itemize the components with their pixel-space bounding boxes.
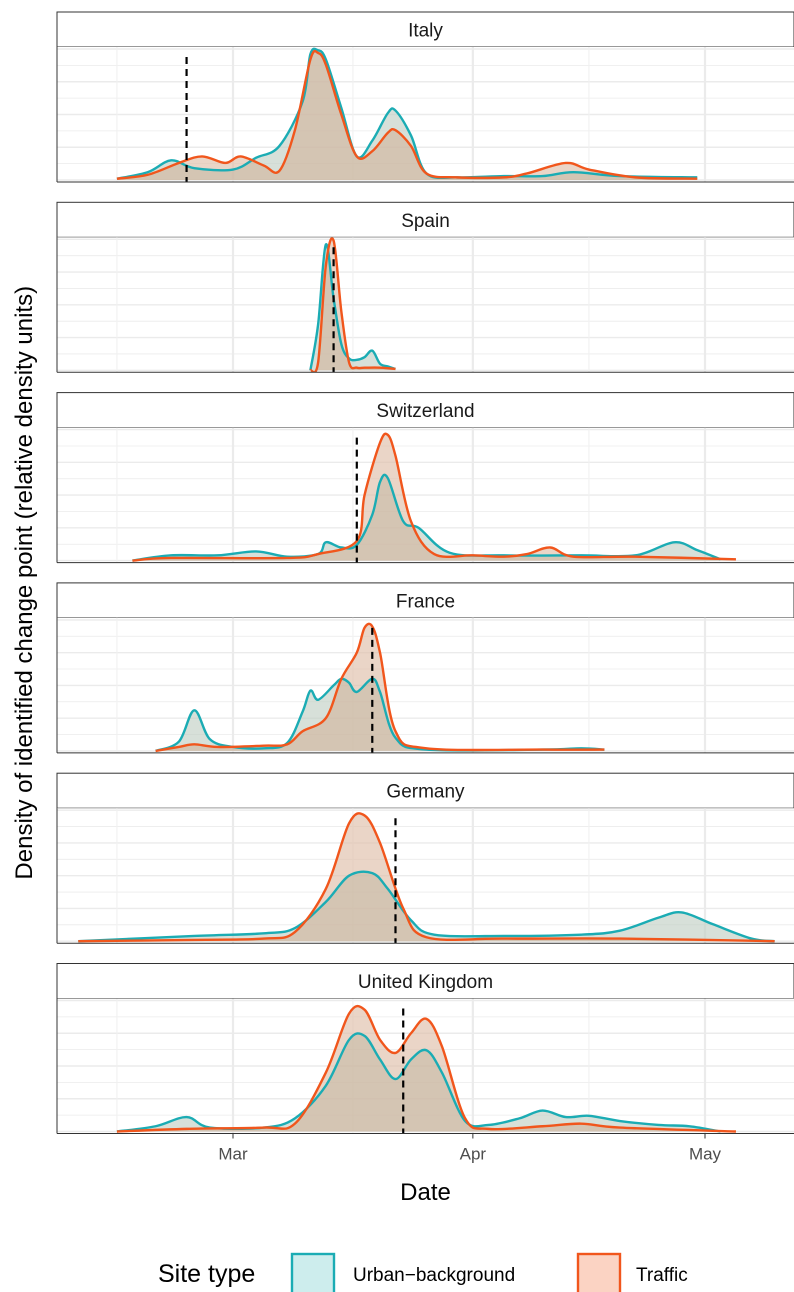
traffic-density-line: [116, 49, 698, 180]
panel-spain: Spain: [56, 201, 794, 373]
strip-label: France: [396, 591, 455, 612]
density-series: [132, 432, 736, 562]
urban-density-shade: [116, 1033, 721, 1132]
density-series: [116, 1004, 736, 1133]
legend-title: Site type: [158, 1260, 255, 1288]
urban-density-shade: [78, 871, 775, 942]
urban-density-area: [78, 871, 775, 942]
urban-density-shade: [132, 474, 721, 561]
grid-lines: [57, 47, 794, 182]
strip-box: [56, 392, 794, 429]
urban-density-line: [309, 243, 396, 371]
traffic-legend-label: Traffic: [636, 1265, 688, 1286]
traffic-density-line: [132, 432, 736, 562]
panel-france: France: [56, 582, 794, 754]
traffic-density-area: [116, 1006, 736, 1132]
urban-density-shade: [310, 244, 396, 371]
panel-united-kingdom: United Kingdom: [56, 963, 794, 1134]
urban-density-area: [132, 474, 721, 561]
traffic-density-line: [116, 1004, 736, 1133]
panel-switzerland: Switzerland: [56, 392, 794, 564]
strip-label: United Kingdom: [358, 972, 493, 993]
panel-italy: Italy: [56, 11, 794, 183]
x-tick-label: Mar: [218, 1145, 248, 1164]
panel-germany: Germany: [56, 772, 794, 944]
traffic-density-line: [78, 812, 775, 943]
x-axis: Mar Apr May: [218, 1133, 722, 1164]
y-axis-title: Density of identified change point (rela…: [11, 286, 38, 880]
strip-label: Italy: [408, 21, 443, 42]
urban-density-line: [155, 677, 605, 753]
density-series: [155, 622, 605, 753]
urban-density-shade: [155, 678, 605, 751]
strip-label: Germany: [386, 782, 465, 803]
traffic-density-shade: [155, 623, 605, 751]
strip-label: Spain: [401, 211, 450, 232]
traffic-legend-key: [576, 1252, 622, 1292]
x-tick-label: May: [689, 1145, 722, 1164]
urban-density-shade: [116, 48, 698, 180]
density-series: [116, 47, 698, 180]
strip-box: [56, 201, 794, 238]
strip-box: [56, 772, 794, 809]
facet-panels: Italy Spain Switzerland France Germany United…: [56, 11, 794, 1134]
density-series: [309, 237, 396, 373]
traffic-density-shade: [116, 1006, 736, 1132]
traffic-density-line: [309, 237, 396, 373]
urban-legend-label: Urban−background: [353, 1265, 515, 1286]
traffic-density-area: [155, 623, 605, 751]
urban-legend-key: [290, 1252, 336, 1292]
legend: Site type Urban−background Traffic: [158, 1252, 688, 1292]
strip-label: Switzerland: [376, 401, 474, 422]
x-axis-title: Date: [400, 1179, 451, 1206]
density-series: [78, 812, 775, 943]
x-tick-label: Apr: [460, 1145, 487, 1164]
traffic-density-shade: [116, 51, 698, 180]
traffic-density-line: [155, 622, 605, 753]
grid-lines: [57, 237, 794, 373]
urban-density-line: [78, 870, 775, 943]
traffic-density-area: [116, 51, 698, 180]
strip-box: [56, 11, 794, 48]
